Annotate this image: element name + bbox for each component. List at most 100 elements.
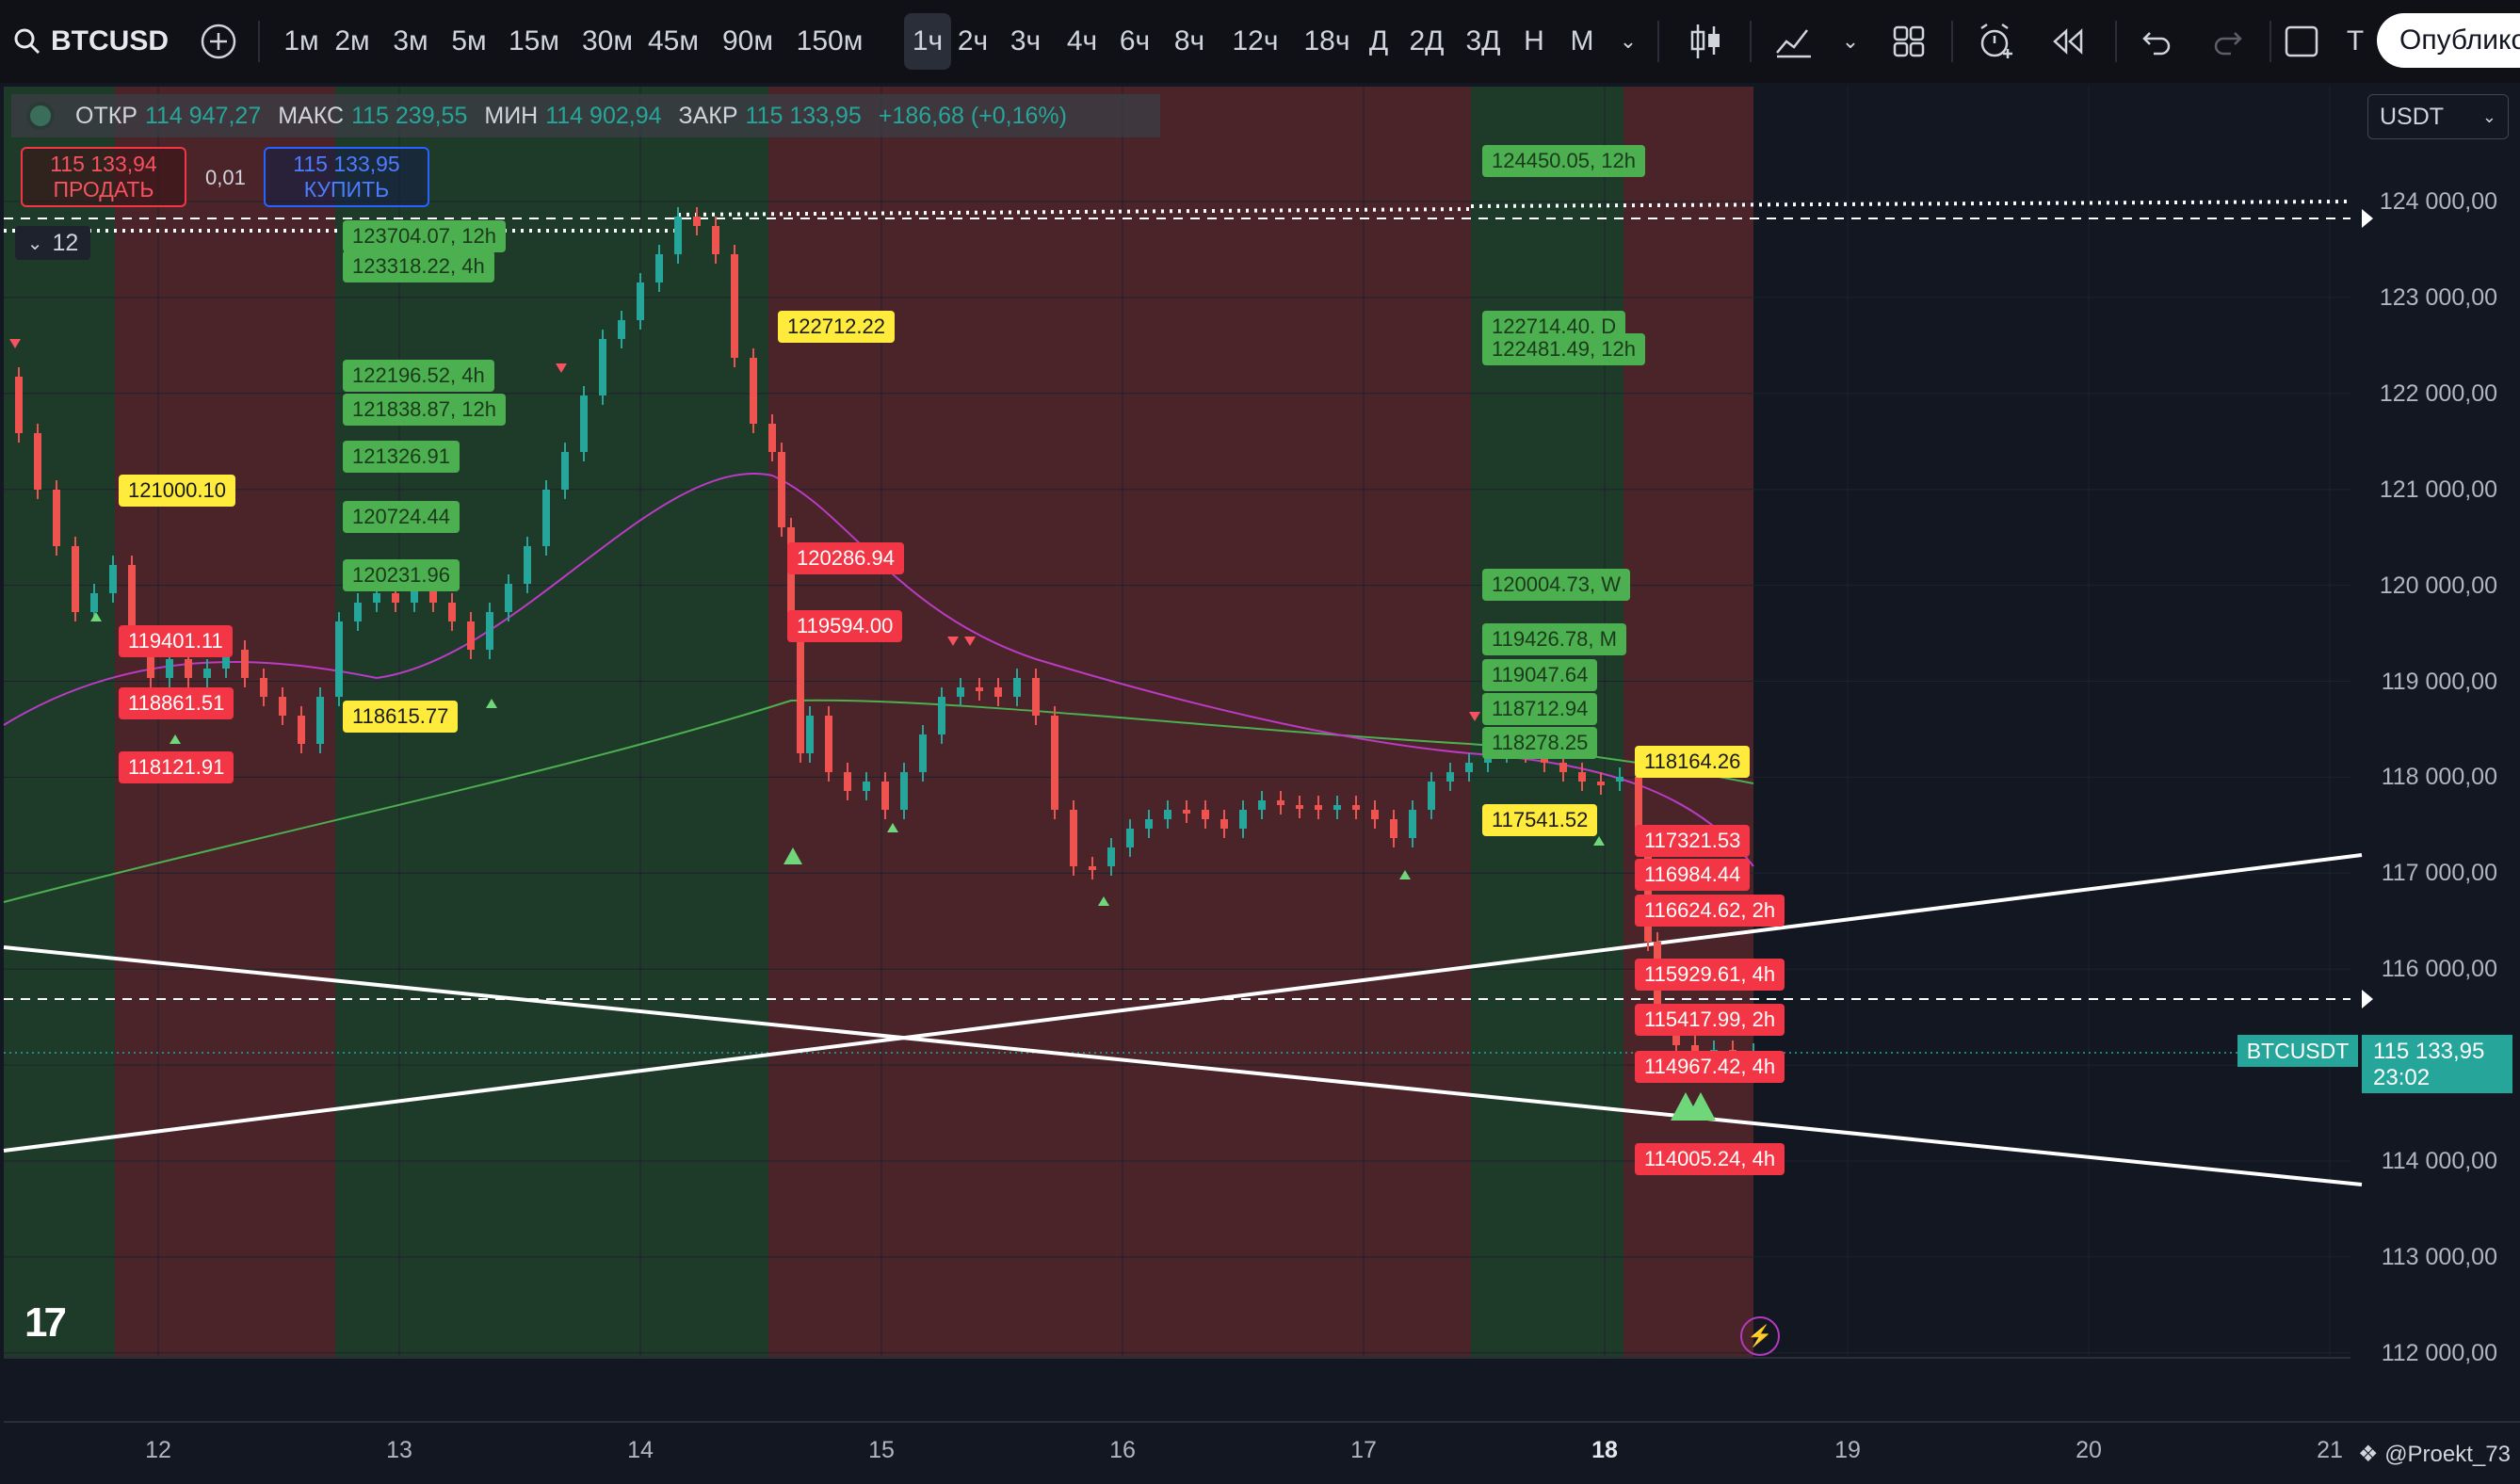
level-label: 118121.91 [119,751,234,783]
ohlc-legend: ОТКР 114 947,27 МАКС 115 239,55 МИН 114 902… [11,94,1160,137]
timeframe-11[interactable]: 3ч [1010,25,1042,56]
toolbar-divider [1657,21,1659,62]
timeframe-6[interactable]: 45м [648,25,699,56]
timeframe-2[interactable]: 3м [393,25,428,56]
price-tick: 121 000,00 [2379,476,2497,503]
undo-icon[interactable] [2136,13,2177,70]
price-tick: 117 000,00 [2381,860,2497,887]
time-tick: 15 [868,1437,895,1463]
trend-lines [3,853,2363,1186]
level-label: 116984.44 [1635,859,1751,891]
chart-canvas[interactable] [0,83,2520,1484]
level-label: 119047.64 [1482,659,1598,691]
tradingview-logo: 17 [24,1299,67,1346]
indicators-icon[interactable] [1770,13,1817,70]
price-tick: 124 000,00 [2379,188,2497,215]
replay-icon[interactable] [2045,13,2091,70]
price-tick: 116 000,00 [2381,956,2497,983]
timeframe-12[interactable]: 4ч [1066,25,1098,56]
level-label: 117541.52 [1482,804,1598,836]
indicators-collapse-button[interactable]: ⌄ 12 [15,226,90,260]
close-value: 115 133,95 [745,102,862,129]
time-tick: 21 [2317,1437,2343,1463]
level-label: 119594.00 [787,610,903,642]
timeframe-15[interactable]: 12ч [1232,25,1279,56]
level-label: 114005.24, 4h [1635,1143,1785,1175]
timeframe-9[interactable]: 1ч [904,13,951,70]
time-tick: 13 [386,1437,412,1463]
timeframe-14[interactable]: 8ч [1173,25,1205,56]
level-label: 119401.11 [119,625,233,657]
symbol-name: BTCUSD [51,25,169,56]
level-label: 122712.22 [778,311,895,343]
level-label: 122481.49, 12h [1482,333,1645,365]
toolbar-divider [258,21,260,62]
timeframe-dropdown-icon[interactable]: ⌄ [1619,29,1638,53]
buy-label: КУПИТЬ [303,177,390,202]
currency-value: USDT [2380,103,2445,130]
timeframe-8[interactable]: 150м [796,25,864,56]
time-tick: 18 [1591,1437,1618,1463]
level-label: 119426.78, M [1482,623,1626,655]
price-tick: 113 000,00 [2381,1243,2497,1270]
username: ❖ @Proekt_73 [2358,1442,2511,1467]
candle-countdown: 23:02 [2373,1065,2431,1090]
timeframe-21[interactable]: М [1570,25,1594,56]
buy-button[interactable]: 115 133,95 КУПИТЬ [264,147,429,207]
alert-icon[interactable] [1974,13,2019,70]
currency-select[interactable]: USDT ⌄ [2367,94,2509,139]
timeframe-4[interactable]: 15м [509,25,559,56]
chevron-down-icon[interactable]: ⌄ [1841,29,1860,53]
visibility-toggle-icon[interactable] [26,102,55,130]
signal-markers [9,339,1716,1121]
user-icon: ❖ [2358,1442,2379,1467]
price-tick: 114 000,00 [2381,1148,2497,1174]
lightning-icon[interactable]: ⚡ [1740,1316,1780,1356]
timeframe-10[interactable]: 2ч [957,25,989,56]
plus-circle-icon [201,24,236,59]
quantity-value[interactable]: 0,01 [205,166,246,189]
buy-price: 115 133,95 [293,152,400,176]
level-label: 115929.61, 4h [1635,959,1785,991]
timeframe-5[interactable]: 30м [582,25,633,56]
publish-button[interactable]: Опублико [2377,13,2520,68]
timeframe-3[interactable]: 5м [451,25,487,56]
sell-price: 115 133,94 [50,152,157,176]
timeframe-19[interactable]: 3Д [1465,25,1501,56]
level-label: 120724.44 [343,501,460,533]
toolbar-divider [1750,21,1752,62]
current-symbol-badge: BTCUSDT [2237,1035,2358,1067]
time-tick: 14 [627,1437,654,1463]
sell-label: ПРОДАТЬ [53,177,154,202]
current-price-badge: 115 133,95 23:02 [2362,1035,2512,1093]
sell-button[interactable]: 115 133,94 ПРОДАТЬ [21,147,186,207]
time-tick: 20 [2076,1437,2102,1463]
level-label: 118278.25 [1482,727,1598,759]
level-label: 124450.05, 12h [1482,145,1645,177]
timeframe-7[interactable]: 90м [722,25,773,56]
timeframe-0[interactable]: 1м [283,25,319,56]
candles-icon[interactable] [1682,13,1729,70]
add-symbol-button[interactable] [198,13,239,70]
time-tick: 17 [1350,1437,1377,1463]
price-tick: 122 000,00 [2379,379,2497,407]
template-partial[interactable]: Т [2346,25,2365,56]
redo-icon[interactable] [2207,13,2249,70]
time-tick: 12 [145,1437,171,1463]
indicator-count: 12 [52,229,79,256]
symbol-search[interactable]: BTCUSD [13,19,169,64]
chevron-down-icon: ⌄ [2481,106,2496,126]
timeframe-13[interactable]: 6ч [1119,25,1151,56]
layout-grid-icon[interactable] [1887,13,1930,70]
timeframe-20[interactable]: Н [1524,25,1544,56]
level-label: 121326.91 [343,441,460,473]
timeframe-18[interactable]: 2Д [1409,25,1445,56]
fullscreen-icon[interactable] [2283,13,2320,70]
timeframe-17[interactable]: Д [1368,25,1389,56]
low-value: 114 902,94 [545,102,662,129]
level-label: 117321.53 [1635,825,1751,857]
timeframe-16[interactable]: 18ч [1303,25,1350,56]
price-axis[interactable]: 124 000,00 123 000,00 122 000,00 121 000,00… [2350,83,2520,1401]
timeframe-1[interactable]: 2м [334,25,370,56]
toolbar-divider [2270,21,2271,62]
